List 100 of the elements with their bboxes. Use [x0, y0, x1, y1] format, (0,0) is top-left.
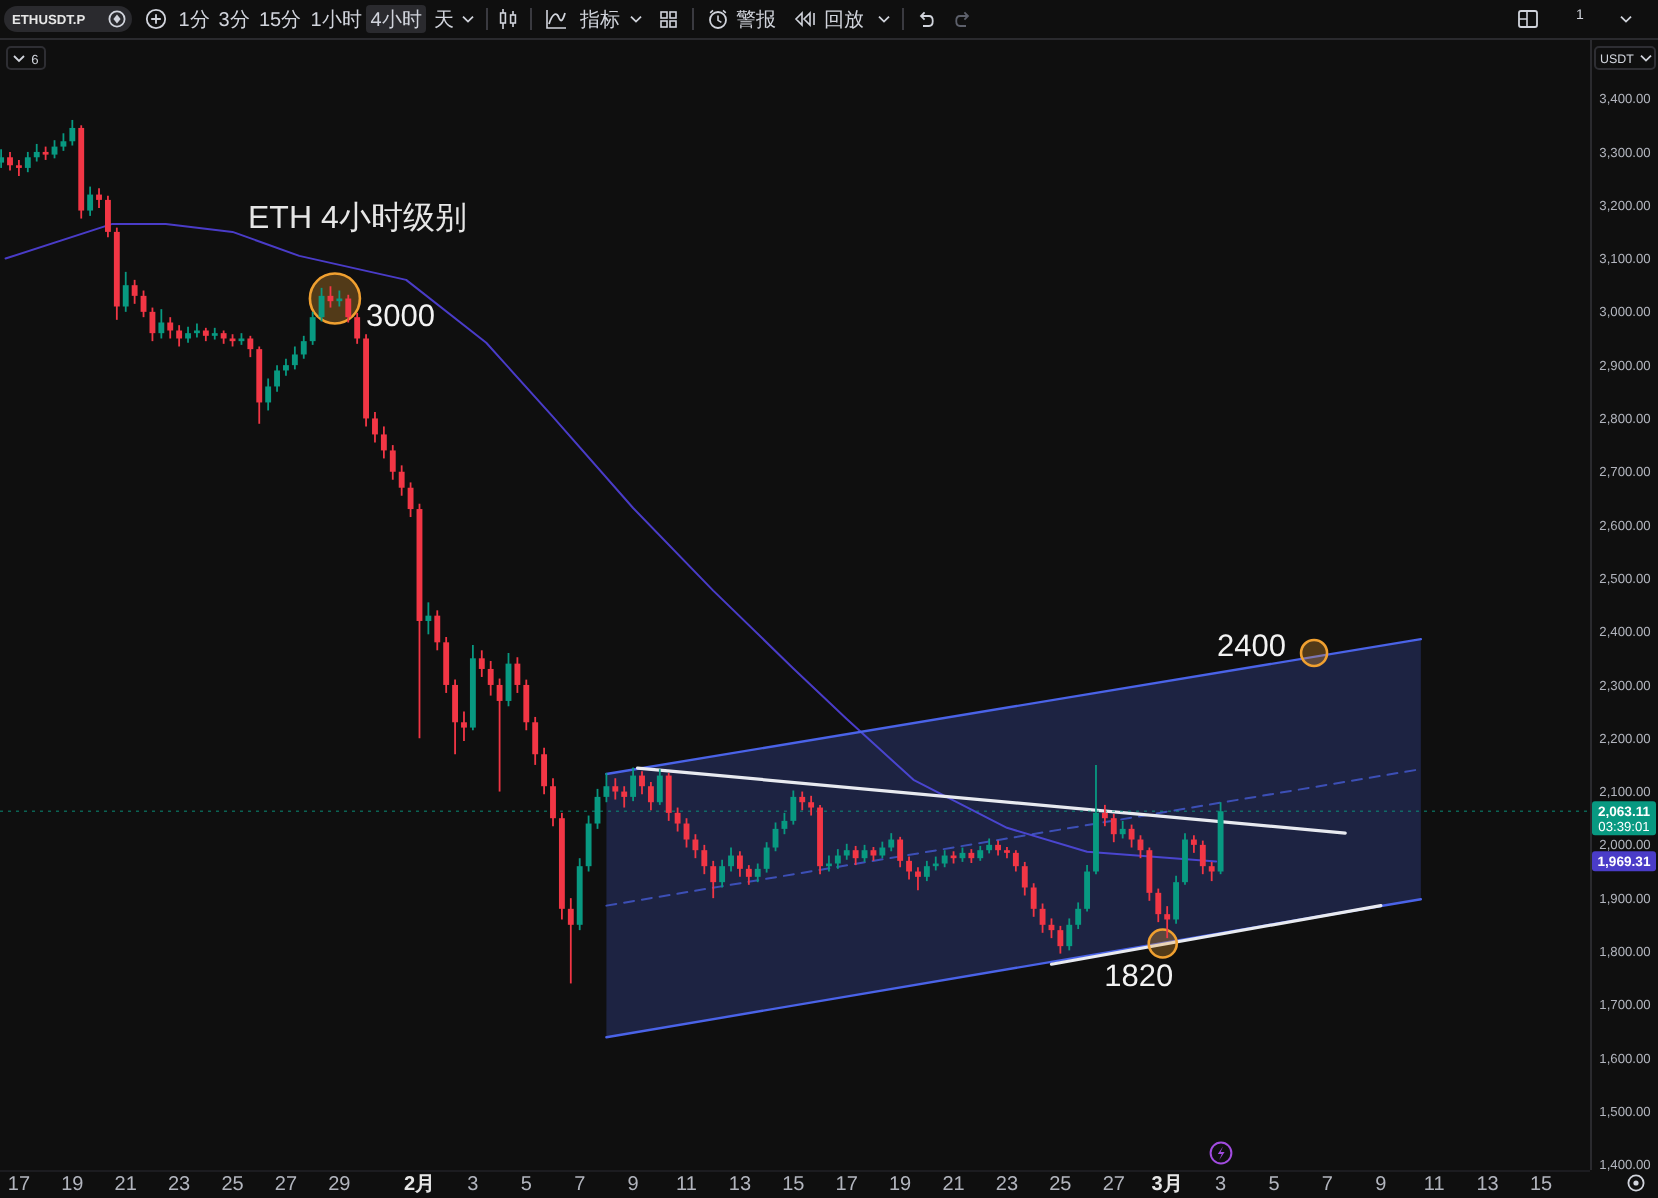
candlestick [701, 843, 708, 876]
candlestick [122, 270, 129, 313]
candlestick [906, 855, 912, 881]
candlestick [158, 308, 165, 340]
x-tick-label: 15 [782, 1174, 806, 1196]
text: 1小时 [310, 8, 362, 33]
candlestick [452, 678, 459, 756]
candlestick [1075, 901, 1082, 930]
candlestick [1173, 874, 1180, 925]
candlestick [897, 835, 904, 869]
x-tick-label: 23 [995, 1174, 1019, 1196]
candlestick [1057, 924, 1064, 955]
text: 指标 [578, 8, 620, 33]
x-tick-label: 3 [1215, 1174, 1228, 1196]
candlestick [247, 334, 254, 359]
x-tick-label: 29 [328, 1174, 352, 1196]
candlestick [7, 151, 13, 172]
text: 警报 [736, 8, 776, 33]
candlestick [309, 310, 316, 346]
candlestick [87, 185, 94, 217]
candlestick [514, 656, 521, 694]
candlestick [736, 850, 743, 878]
x-tick-label: 5 [520, 1174, 533, 1196]
candlestick [372, 411, 378, 444]
candlestick [24, 151, 31, 174]
candlestick [630, 766, 637, 803]
x-tick-label: 27 [1102, 1174, 1126, 1196]
candlestick [612, 777, 619, 801]
candlestick [923, 859, 930, 882]
candlestick [398, 464, 405, 497]
candlestick [345, 293, 352, 324]
candlestick [1208, 861, 1215, 882]
candlestick [478, 649, 485, 678]
candlestick [790, 789, 797, 826]
text: 1分 [178, 8, 210, 33]
candlestick [1146, 846, 1153, 902]
x-tick-label: 7 [1321, 1174, 1334, 1196]
annotation: 2400 [1217, 630, 1287, 665]
candlestick [728, 846, 734, 873]
text: 15分 [258, 8, 302, 33]
x-tick-label: 7 [574, 1174, 587, 1196]
x-tick-label: 13 [728, 1174, 752, 1196]
x-tick-label: 17 [7, 1174, 31, 1196]
candlestick [585, 814, 592, 873]
candlestick [541, 746, 548, 796]
x-tick-label: 25 [1049, 1174, 1073, 1196]
candlestick [763, 841, 770, 874]
x-tick-label: 3月 [1151, 1174, 1183, 1196]
candlestick [131, 278, 138, 305]
x-tick-label: 17 [835, 1174, 859, 1196]
candlestick [354, 312, 361, 345]
x-tick-label: 27 [274, 1174, 298, 1196]
x-tick-label: 19 [61, 1174, 85, 1196]
candlestick [389, 444, 396, 481]
candlestick [176, 324, 183, 348]
candlestick [380, 425, 387, 460]
text: 回放 [824, 10, 864, 33]
candlestick [532, 716, 539, 766]
candlestick [149, 306, 156, 343]
candlestick [834, 848, 841, 870]
candlestick [104, 194, 111, 239]
x-tick-label: 9 [627, 1174, 640, 1196]
candlestick [1084, 864, 1091, 913]
candlestick [603, 772, 610, 804]
x-tick-label: 2月 [403, 1174, 436, 1196]
candlestick [674, 806, 681, 833]
candlestick [1182, 832, 1188, 886]
candlestick [496, 677, 503, 793]
x-tick-label: 13 [1476, 1174, 1500, 1196]
candlestick [1030, 882, 1037, 918]
x-tick-label: 15 [1529, 1174, 1554, 1196]
candlestick [291, 345, 298, 371]
text: 3分 [218, 8, 250, 33]
candlestick [915, 866, 921, 892]
candlestick [1164, 905, 1171, 940]
candlestick [69, 119, 76, 147]
candlestick [523, 678, 530, 732]
candlestick [665, 772, 672, 822]
candlestick [710, 859, 717, 900]
candlestick [692, 833, 699, 860]
candlestick [300, 334, 307, 360]
candlestick [719, 858, 726, 889]
candlestick [1066, 917, 1073, 952]
candlestick [407, 481, 414, 518]
candlestick [461, 710, 467, 742]
x-tick-label: 23 [168, 1174, 192, 1196]
text: 天 [434, 10, 454, 33]
candlestick [567, 897, 574, 985]
candlestick [443, 636, 450, 694]
x-tick-label: 5 [1268, 1174, 1281, 1196]
candlestick [888, 832, 895, 853]
candlestick [1128, 823, 1135, 849]
candlestick [781, 811, 788, 836]
candlestick [265, 377, 272, 412]
text: ETH 4小时级别 [248, 200, 467, 236]
candlestick [808, 794, 815, 817]
x-tick-label: 3 [467, 1174, 480, 1196]
candlestick [487, 660, 494, 697]
candlestick [1012, 849, 1019, 873]
x-tick-label: 11 [676, 1174, 698, 1196]
